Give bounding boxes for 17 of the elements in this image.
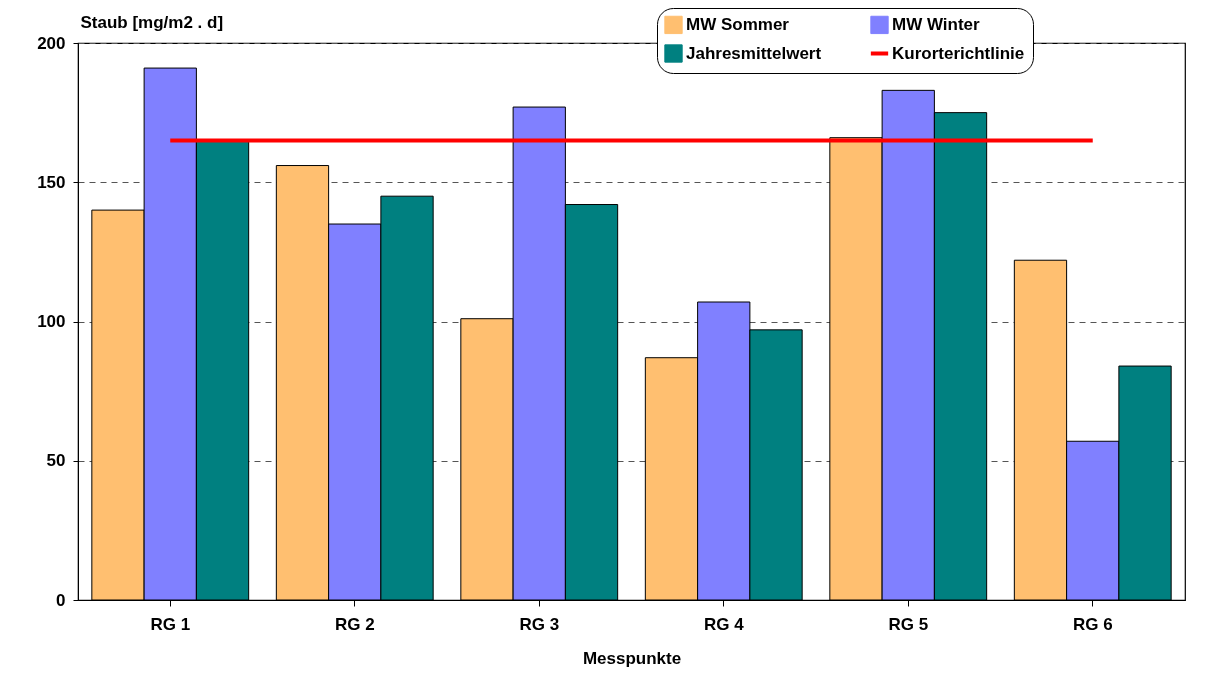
x-tick-label: RG 3	[519, 614, 560, 634]
y-tick-label: 0	[56, 590, 66, 610]
x-tick-label: RG 4	[703, 614, 745, 634]
x-tick-label: RG 5	[888, 614, 929, 634]
y-tick-label: 200	[37, 33, 66, 53]
y-tick-label: 100	[37, 312, 66, 331]
y-axis-title: Staub [mg/m2 . d]	[80, 12, 224, 32]
y-tick-label: 150	[37, 172, 66, 192]
legend-label: Kurorterichtlinie	[892, 43, 1025, 63]
x-tick-label: RG 1	[150, 614, 191, 634]
x-tick-label: RG 2	[334, 614, 375, 634]
x-tick-label: RG 6	[1072, 614, 1113, 634]
legend-label: MW Winter	[892, 14, 981, 34]
legend-label: Jahresmittelwert	[686, 43, 822, 63]
x-axis-title: Messpunkte	[582, 648, 682, 668]
legend-label: MW Sommer	[686, 14, 790, 34]
y-tick-label: 50	[46, 451, 66, 471]
